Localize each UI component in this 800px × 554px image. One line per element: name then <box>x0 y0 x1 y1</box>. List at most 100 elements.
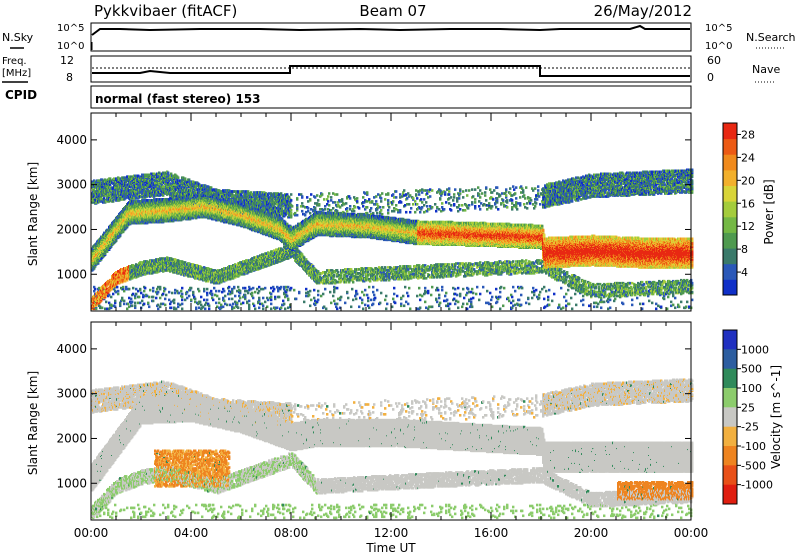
power-cell <box>180 289 183 293</box>
power-cell <box>198 289 201 293</box>
power-cell <box>121 298 124 302</box>
power-cell <box>122 285 125 289</box>
freq-panel: Freq. [MHz] 12 8 60 0 Nave <box>2 54 780 84</box>
power-cell <box>159 296 162 300</box>
power-cell <box>130 188 133 191</box>
power-cell <box>132 286 135 290</box>
noise-tick-bottom-left: 10^0 <box>57 41 84 52</box>
nave-tick-bottom: 0 <box>707 71 714 84</box>
power-cell <box>125 285 128 289</box>
power-cell <box>135 292 138 296</box>
date-label: 26/May/2012 <box>594 2 692 20</box>
power-cell <box>131 300 134 304</box>
power-cell <box>200 295 203 299</box>
power-cell <box>115 290 118 294</box>
power-cell <box>181 295 184 299</box>
power-cell <box>117 183 120 186</box>
cpid-label: CPID <box>5 88 37 102</box>
power-cell <box>123 299 126 303</box>
power-cell <box>117 292 120 296</box>
power-cell <box>164 287 167 291</box>
power-cell <box>138 295 141 299</box>
power-cell <box>157 290 160 294</box>
power-cell <box>116 285 119 289</box>
power-cell <box>139 287 142 291</box>
freq-tick-bottom: 8 <box>66 71 73 84</box>
power-cell <box>181 286 184 290</box>
power-cell <box>93 285 96 289</box>
power-cell <box>126 278 129 282</box>
power-cell <box>134 304 137 308</box>
power-cell <box>148 295 151 299</box>
power-cell <box>181 307 184 311</box>
nave-tick-top: 60 <box>707 54 721 67</box>
power-cell <box>126 307 129 311</box>
power-cell <box>113 287 116 291</box>
power-cell <box>134 294 137 298</box>
power-cell <box>93 289 96 293</box>
power-cell <box>152 286 155 290</box>
radar-title: Pykkvibaer (fitACF) <box>94 2 237 20</box>
power-cell <box>114 182 117 185</box>
power-cell <box>188 294 191 298</box>
power-cell <box>114 299 117 303</box>
power-cell <box>132 292 135 296</box>
power-cell <box>135 287 138 291</box>
power-cell <box>113 177 116 180</box>
power-cell <box>114 301 117 305</box>
power-cell <box>141 299 144 303</box>
power-cell <box>144 286 147 290</box>
power-cell <box>101 185 104 188</box>
power-cell <box>181 292 184 296</box>
power-cell <box>101 306 104 310</box>
power-cell <box>116 278 119 282</box>
power-cell <box>143 289 146 293</box>
power-cell <box>117 289 120 293</box>
power-cell <box>110 179 113 182</box>
power-cell <box>130 297 133 301</box>
power-cell <box>114 305 117 309</box>
power-cell <box>131 304 134 308</box>
power-cell <box>133 183 136 186</box>
power-cell <box>181 298 184 302</box>
power-cell <box>173 298 176 302</box>
power-cell <box>111 304 114 308</box>
power-cell <box>109 177 112 180</box>
power-cell <box>115 184 118 187</box>
power-cell <box>122 287 125 291</box>
power-cell <box>135 196 138 199</box>
nave-label: Nave <box>752 63 780 76</box>
power-cell <box>106 307 109 311</box>
power-cell <box>124 277 127 281</box>
power-cell <box>173 301 176 305</box>
beam-label: Beam 07 <box>359 2 426 20</box>
power-cell <box>110 306 113 310</box>
power-cell <box>98 286 101 290</box>
power-cell <box>127 187 130 190</box>
power-cell <box>167 171 170 175</box>
power-cell <box>192 290 195 294</box>
power-cell <box>152 295 155 299</box>
freq-label-bottom: [MHz] <box>2 68 31 79</box>
power-cell <box>119 233 122 237</box>
power-cell <box>112 187 115 190</box>
power-cell <box>128 305 131 309</box>
freq-tick-top: 12 <box>60 54 74 67</box>
freq-label-top: Freq. <box>2 56 27 67</box>
power-cell <box>184 177 187 180</box>
power-cell <box>162 292 165 296</box>
power-cell <box>123 289 126 293</box>
power-cell <box>121 198 124 201</box>
power-cell <box>177 176 180 179</box>
power-cell <box>102 179 105 182</box>
power-cell <box>130 175 133 178</box>
nsearch-label: N.Search <box>746 31 796 44</box>
power-cell <box>159 285 162 289</box>
power-cell <box>121 296 124 300</box>
noise-tick-top-right: 10^5 <box>705 23 732 34</box>
power-cell <box>105 300 108 304</box>
power-cell <box>164 297 167 301</box>
power-cell <box>134 306 137 310</box>
power-cell <box>93 189 96 192</box>
